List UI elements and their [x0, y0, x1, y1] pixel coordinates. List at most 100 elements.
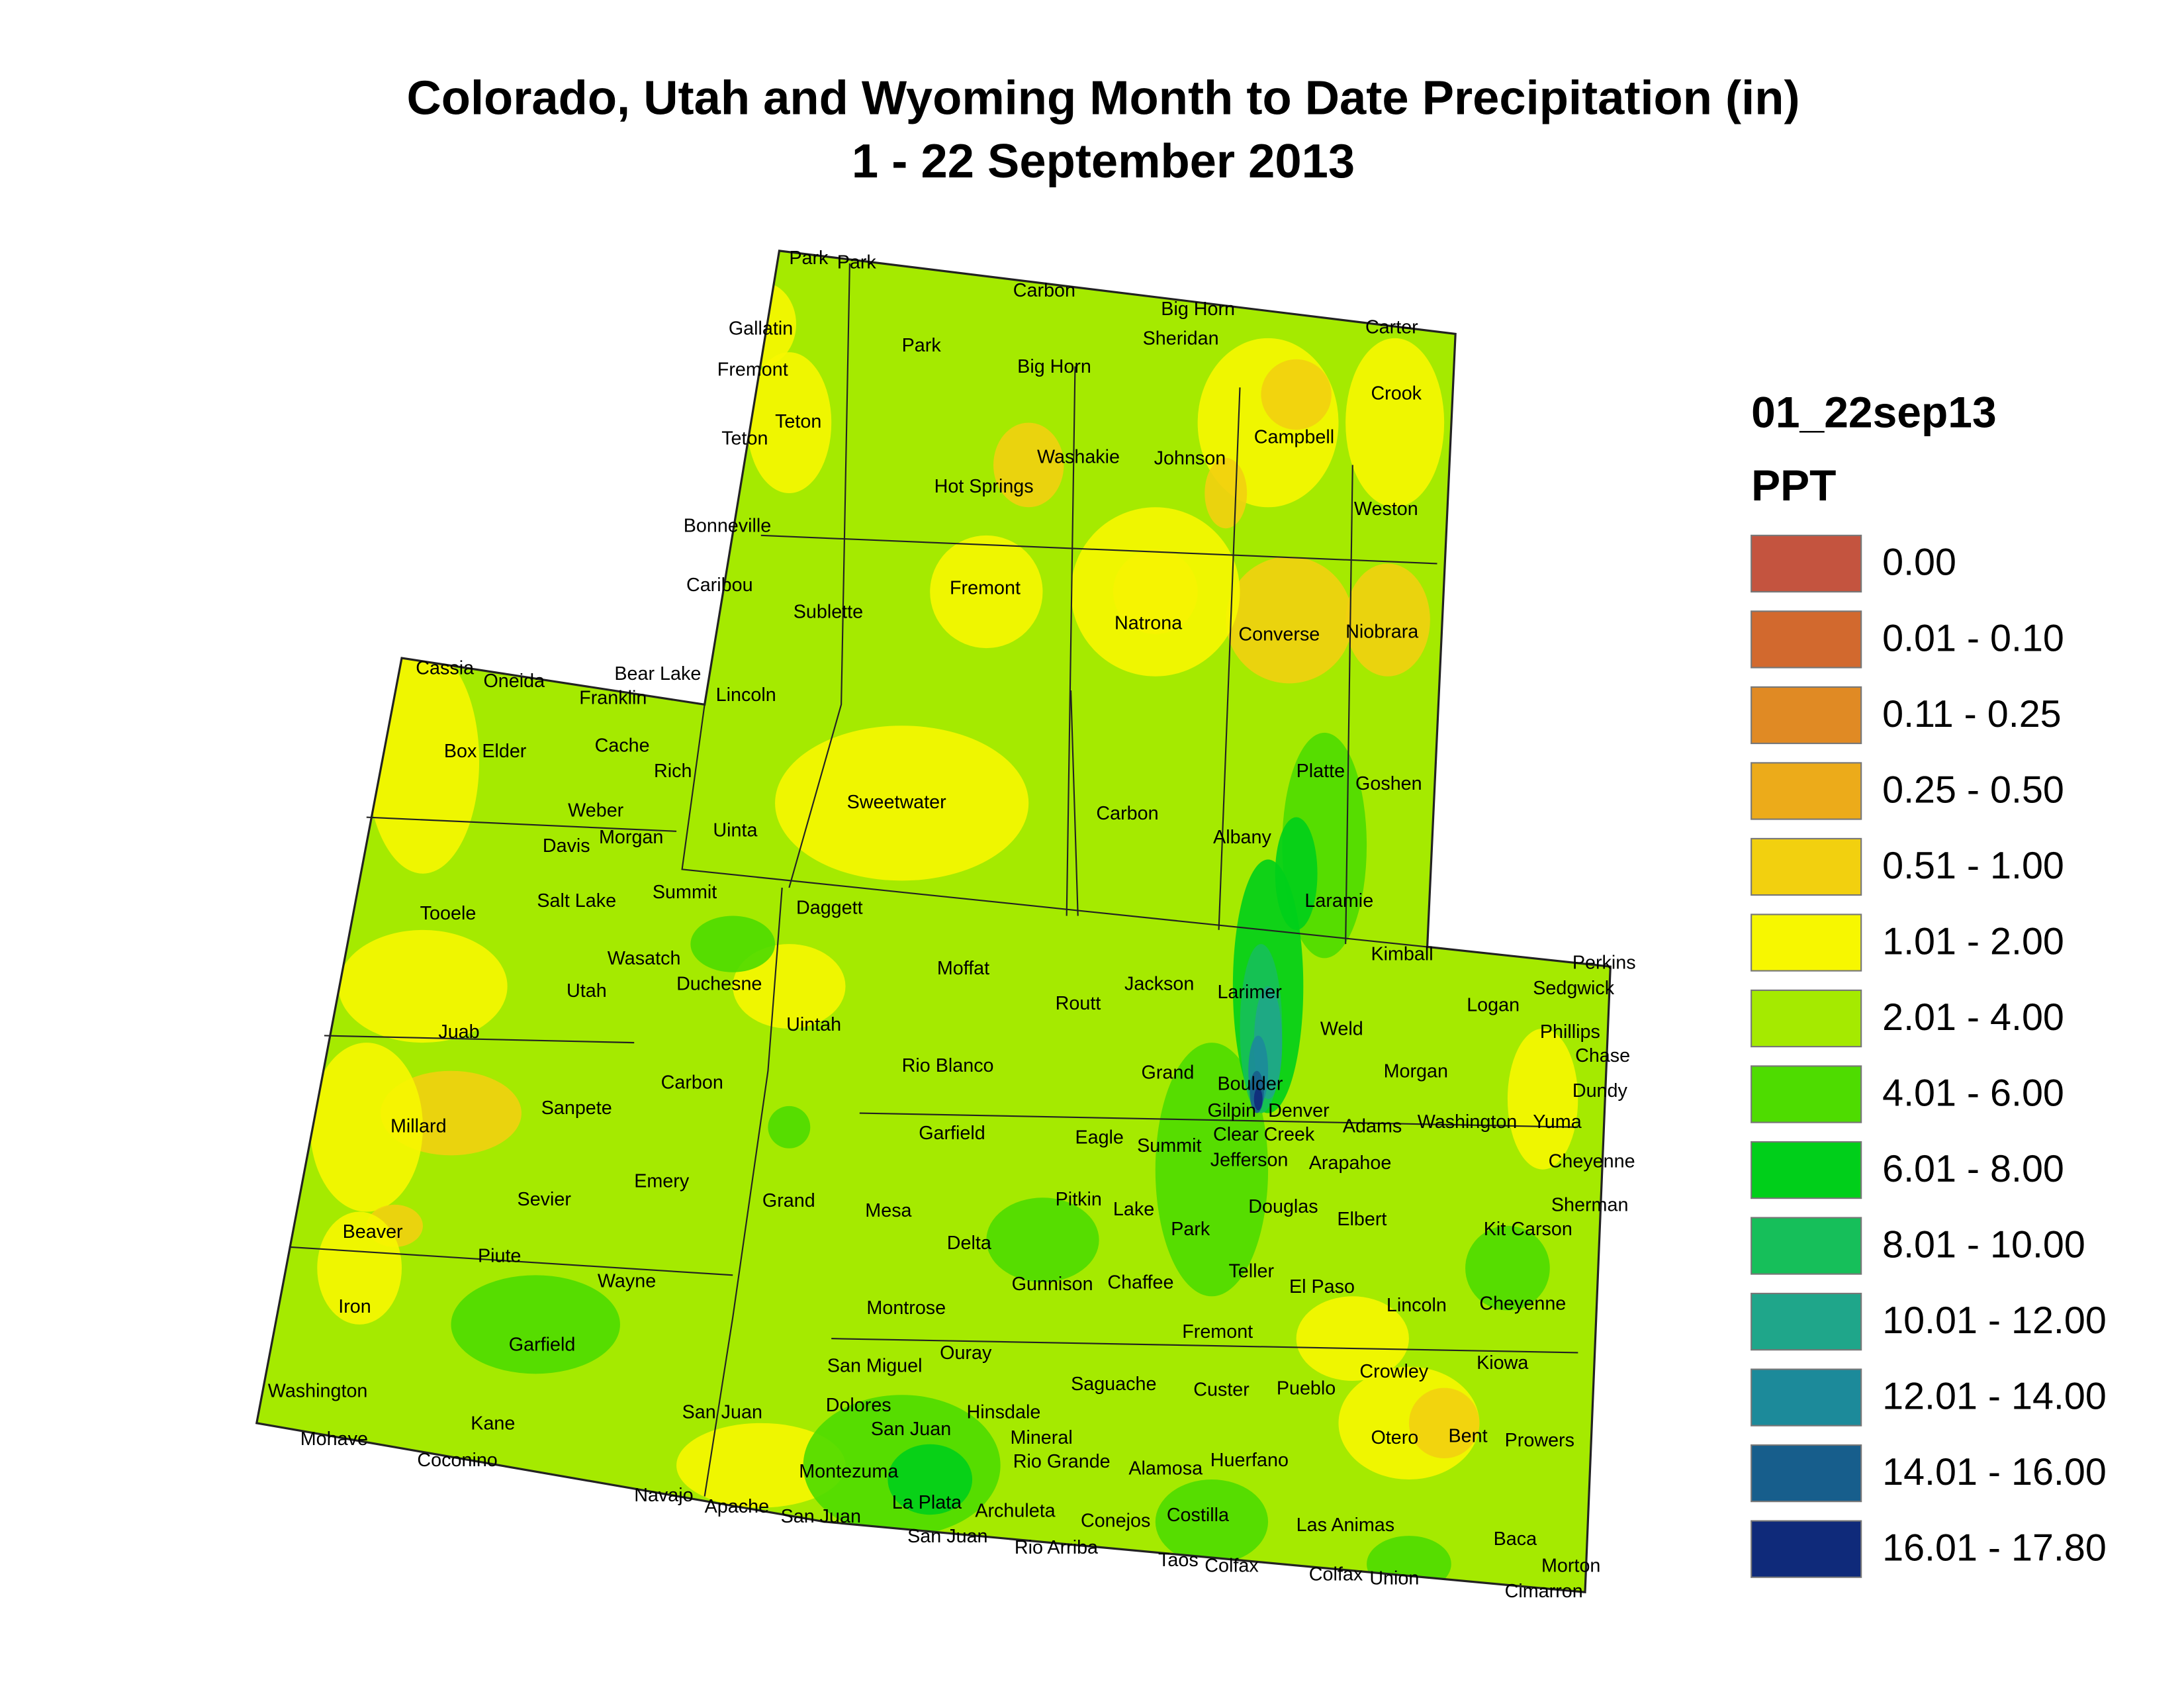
county-label: Daggett [796, 898, 863, 919]
county-label: Pueblo [1277, 1378, 1336, 1399]
county-label: Wasatch [608, 948, 681, 969]
county-label: Gilpin [1208, 1100, 1256, 1121]
precip-zone [993, 422, 1064, 508]
county-label: Union [1369, 1568, 1419, 1589]
county-label: Alamosa [1128, 1458, 1203, 1479]
legend-swatch [1751, 1368, 1862, 1427]
county-label: Morton [1541, 1556, 1600, 1577]
county-label: Teton [775, 411, 821, 432]
legend-label: 0.25 - 0.50 [1882, 769, 2064, 811]
precip-zone [1296, 1296, 1409, 1381]
precip-zone [676, 1423, 846, 1508]
precip-zone [1155, 1043, 1269, 1297]
county-label: Park [902, 335, 942, 356]
precip-zone [775, 726, 1029, 881]
legend-swatch [1751, 610, 1862, 669]
county-label: Arapahoe [1309, 1152, 1392, 1174]
county-label: Apache [705, 1496, 769, 1517]
county-label: Rich [654, 761, 692, 782]
county-label: Salt Lake [537, 890, 616, 912]
legend-swatch [1751, 534, 1862, 593]
county-label: Logan [1467, 994, 1520, 1015]
county-label: Davis [543, 835, 590, 857]
county-label: Dolores [826, 1395, 891, 1416]
county-label: Denver [1268, 1100, 1330, 1121]
precip-zone [1253, 1088, 1263, 1111]
county-label: Moffat [937, 958, 989, 979]
county-label: Mineral [1011, 1427, 1073, 1448]
county-label: Conejos [1081, 1510, 1150, 1531]
county-label: Bonneville [684, 516, 772, 537]
county-label: Washington [268, 1381, 368, 1402]
county-label: Emery [634, 1170, 690, 1192]
county-label: Weber [568, 800, 624, 821]
county-label: Hinsdale [967, 1402, 1041, 1423]
legend-label: 1.01 - 2.00 [1882, 920, 2064, 962]
county-label: Grand [1141, 1062, 1194, 1084]
legend-label: 0.11 - 0.25 [1882, 693, 2062, 735]
county-labels: Park Park Carbon Big Horn Sheridan Carter Gall… [268, 248, 1636, 1602]
county-label: Prowers [1505, 1430, 1574, 1451]
legend-label: 4.01 - 6.00 [1882, 1072, 2064, 1114]
county-label: Wayne [598, 1271, 656, 1292]
county-label: Kane [471, 1413, 515, 1434]
county-label: Lincoln [716, 684, 776, 706]
county-label: Uinta [713, 820, 757, 841]
county-label: Chase [1575, 1045, 1630, 1066]
county-label: Gallatin [729, 318, 793, 340]
county-label: Kit Carson [1484, 1219, 1572, 1240]
precip-zone [930, 535, 1043, 649]
county-label: Custer [1193, 1379, 1250, 1400]
precip-zone [317, 1211, 402, 1325]
county-label: Sweetwater [847, 792, 946, 813]
county-label: Huerfano [1210, 1450, 1289, 1471]
legend-label: 0.51 - 1.00 [1882, 845, 2064, 887]
county-label: Fremont [1182, 1321, 1253, 1342]
county-label: Garfield [509, 1334, 576, 1355]
county-label: Cheyenne [1479, 1293, 1566, 1315]
county-label: Big Horn [1017, 356, 1091, 377]
county-label: Bear Lake [614, 663, 701, 684]
county-label: Rio Blanco [902, 1055, 994, 1076]
county-label: Franklin [579, 687, 647, 708]
county-label: Iron [338, 1296, 371, 1317]
county-label: Weld [1320, 1019, 1363, 1040]
county-label: Pitkin [1056, 1189, 1102, 1210]
county-label: Fremont [950, 577, 1021, 598]
county-label: Colfax [1309, 1564, 1363, 1585]
county-label: Mesa [865, 1200, 911, 1221]
county-label: Caribou [686, 575, 753, 596]
county-label: San Juan [871, 1419, 951, 1440]
legend-swatch [1751, 762, 1862, 820]
legend: 01_22sep13 PPT 0.00 0.01 - 0.10 0.11 - 0.2… [1751, 387, 2107, 1578]
county-label: La Plata [892, 1492, 962, 1513]
county-label: Mohave [300, 1429, 368, 1450]
county-label: Weston [1354, 498, 1418, 520]
county-label: Gunnison [1012, 1274, 1093, 1295]
county-label: Park [837, 252, 877, 273]
legend-swatch [1751, 1520, 1862, 1578]
county-label: Morgan [1384, 1060, 1448, 1082]
legend-label: 0.00 [1882, 541, 1956, 584]
county-label: Converse [1238, 624, 1320, 645]
legend-label: 14.01 - 16.00 [1882, 1451, 2107, 1493]
subtitle: 1 - 22 September 2013 [852, 134, 1355, 188]
precip-zone [1345, 338, 1445, 508]
precip-zone [690, 915, 776, 972]
county-label: Niobrara [1345, 621, 1418, 642]
precip-zone [338, 929, 508, 1043]
precip-zone [747, 352, 832, 493]
legend-swatch [1751, 1292, 1862, 1351]
county-label: Johnson [1154, 448, 1226, 469]
county-label: Park [789, 248, 829, 269]
county-label: Laramie [1304, 890, 1373, 912]
legend-swatch [1751, 837, 1862, 896]
legend-label: 2.01 - 4.00 [1882, 996, 2064, 1039]
county-label: San Juan [781, 1506, 861, 1527]
county-label: Coconino [417, 1450, 497, 1471]
title: Colorado, Utah and Wyoming Month to Date… [406, 71, 1799, 124]
county-label: Montrose [866, 1297, 946, 1319]
county-label: Crook [1371, 383, 1422, 404]
county-label: Navajo [634, 1485, 693, 1506]
